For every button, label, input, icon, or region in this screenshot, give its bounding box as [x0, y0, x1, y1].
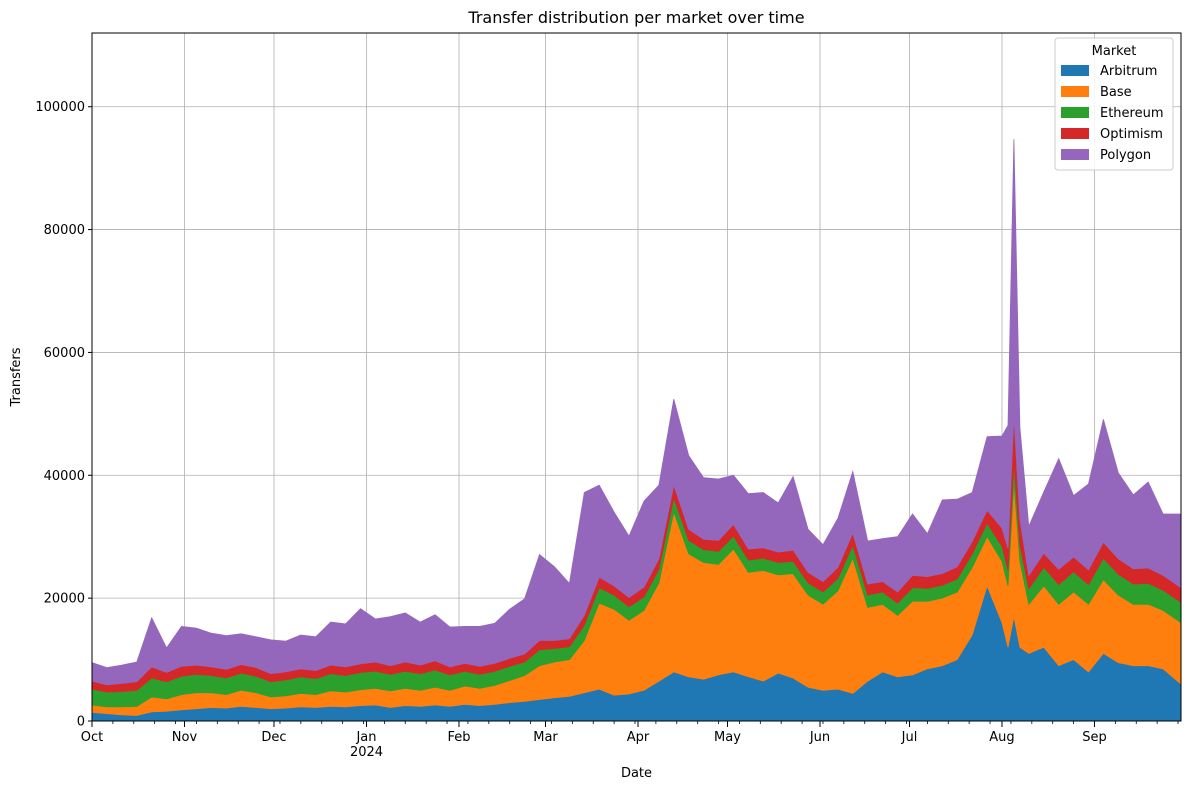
area-series-group	[91, 139, 1182, 722]
y-tick-label: 60000	[44, 346, 85, 361]
legend-swatch-arbitrum	[1061, 65, 1089, 76]
y-tick-label: 80000	[44, 223, 85, 238]
y-axis-label: Transfers	[9, 347, 24, 407]
legend-swatch-optimism	[1061, 128, 1089, 139]
legend: Market Arbitrum Base Ethereum Optimism Polygo…	[1054, 37, 1174, 171]
x-tick-label: Mar	[533, 730, 558, 745]
x-tick-label: Jul	[901, 730, 918, 745]
y-tick-label: 20000	[44, 592, 85, 607]
x-tick-label: Sep	[1082, 730, 1107, 745]
legend-label-optimism: Optimism	[1100, 127, 1163, 142]
legend-swatch-base	[1061, 86, 1089, 97]
legend-label-polygon: Polygon	[1100, 148, 1151, 163]
x-tick-label: Apr	[627, 730, 650, 745]
x-tick-label: Aug	[989, 730, 1014, 745]
legend-label-arbitrum: Arbitrum	[1100, 64, 1157, 79]
x-tick-year-label: 2024	[350, 745, 383, 760]
x-tick-label: Feb	[447, 730, 470, 745]
legend-swatch-ethereum	[1061, 107, 1089, 118]
x-tick-label: Nov	[172, 730, 198, 745]
y-axis: 0 20000 40000 60000 80000 100000	[35, 100, 92, 730]
y-tick-label: 40000	[44, 469, 85, 484]
y-tick-label: 0	[77, 715, 85, 730]
x-axis-label: Date	[621, 766, 652, 781]
chart-title: Transfer distribution per market over ti…	[467, 8, 804, 27]
y-tick-label: 100000	[35, 100, 85, 115]
legend-swatch-polygon	[1061, 149, 1089, 160]
x-tick-label: Jun	[809, 730, 830, 745]
plot-frame	[91, 32, 1182, 722]
x-tick-label: May	[714, 730, 741, 745]
legend-title: Market	[1092, 44, 1137, 59]
legend-label-ethereum: Ethereum	[1100, 106, 1164, 121]
x-tick-label: Jan	[355, 730, 376, 745]
x-tick-label: Oct	[81, 730, 103, 745]
x-tick-label: Dec	[261, 730, 286, 745]
legend-label-base: Base	[1100, 85, 1132, 100]
